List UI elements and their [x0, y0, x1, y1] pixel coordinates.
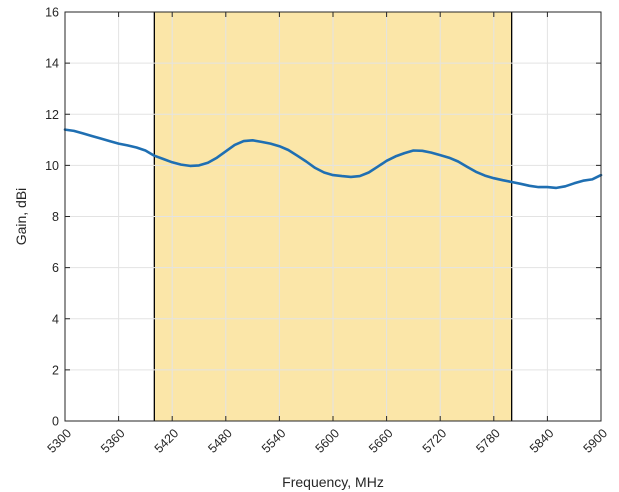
- y-tick-label: 4: [52, 312, 59, 326]
- y-tick-label: 2: [52, 363, 59, 377]
- x-tick-label: 5600: [313, 426, 343, 456]
- x-axis-label: Frequency, MHz: [282, 474, 384, 490]
- x-tick-label: 5360: [98, 426, 128, 456]
- x-tick-label: 5840: [527, 426, 557, 456]
- y-tick-label: 8: [52, 210, 59, 224]
- y-tick-label: 10: [45, 159, 59, 173]
- y-tick-label: 0: [52, 415, 59, 429]
- gain-series-line: [63, 128, 603, 190]
- y-tick-label: 6: [52, 261, 59, 275]
- y-axis-label: Gain, dBi: [13, 188, 29, 246]
- x-tick-label: 5420: [152, 426, 182, 456]
- x-tick-label: 5660: [366, 426, 396, 456]
- x-tick-label: 5720: [420, 426, 450, 456]
- x-tick-label: 5540: [259, 426, 289, 456]
- x-tick-label: 5480: [205, 426, 235, 456]
- series-layer: [63, 128, 603, 190]
- x-tick-label: 5300: [45, 426, 75, 456]
- y-tick-label: 14: [45, 57, 59, 71]
- y-tick-label: 16: [45, 6, 59, 20]
- grid-layer: [65, 12, 601, 421]
- y-tick-label: 12: [45, 108, 59, 122]
- x-tick-label: 5780: [473, 426, 503, 456]
- x-tick-label: 5900: [581, 426, 611, 456]
